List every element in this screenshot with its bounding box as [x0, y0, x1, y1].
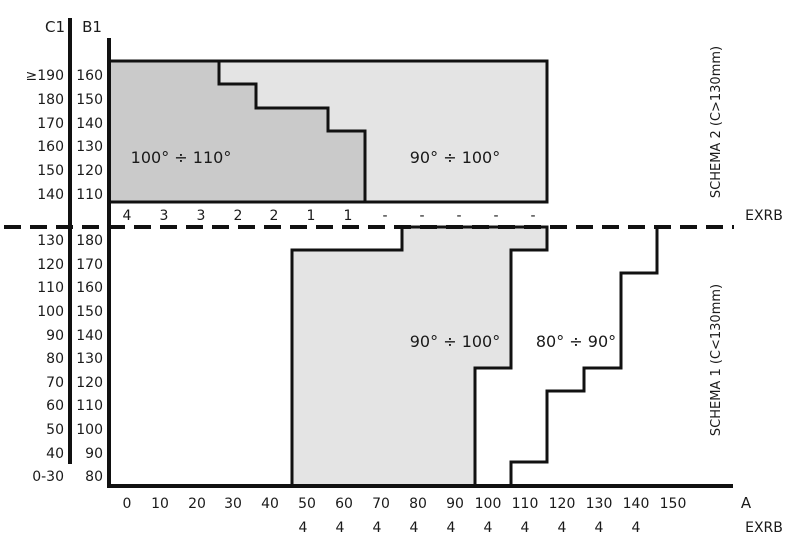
x-tick-label: 40: [261, 496, 279, 512]
x-tick-label: 0: [123, 496, 132, 512]
x-exrb-value: 4: [595, 520, 604, 536]
schema2-b1-label: 130: [76, 139, 103, 155]
schema2-exrb-value: -: [530, 208, 535, 224]
schema2-c1-label: 150: [37, 163, 64, 179]
schema2-c1-label: 140: [37, 187, 64, 203]
schema1-b1-label: 100: [76, 422, 103, 438]
header-c1: C1: [45, 18, 65, 36]
schema2-exrb-value: 1: [344, 208, 353, 224]
x-tick-label: 60: [335, 496, 353, 512]
x-exrb-value: 4: [521, 520, 530, 536]
x-tick-label: 90: [446, 496, 464, 512]
schema1-b1-label: 180: [76, 233, 103, 249]
schema2-b1-label: 150: [76, 92, 103, 108]
header-b1: B1: [82, 18, 102, 36]
schema1-gray-boundary: [290, 225, 549, 486]
x-tick-label: 20: [188, 496, 206, 512]
schema2-label: SCHEMA 2 (C>130mm): [709, 46, 724, 198]
schema2-b1-label: 160: [76, 68, 103, 84]
schema2-exrb-value: -: [419, 208, 424, 224]
x-exrb-value: 4: [373, 520, 382, 536]
schema2-b1-label: 140: [76, 116, 103, 132]
x-exrb-value: 4: [299, 520, 308, 536]
schema1-white-boundary: [509, 227, 659, 486]
x-tick-label: 150: [660, 496, 687, 512]
schema1-c1-label: 100: [37, 304, 64, 320]
x-tick-label: 10: [151, 496, 169, 512]
schema1-c1-label: 0-30: [32, 469, 64, 485]
schema1-c1-label: 50: [46, 422, 64, 438]
schema1-b1-label: 170: [76, 257, 103, 273]
schema2-exrb-value: 2: [234, 208, 243, 224]
schema2-exrb-value: -: [493, 208, 498, 224]
x-exrb-value: 4: [336, 520, 345, 536]
schema1-gray-region: [292, 227, 547, 486]
schema2-chart: 100° ÷ 110° 90° ÷ 100° ≥190 160 180 150 …: [26, 46, 783, 224]
x-exrb-value: 4: [410, 520, 419, 536]
schema1-c1-label: 110: [37, 280, 64, 296]
schema2-exrb-label: EXRB: [745, 208, 783, 224]
schema1-c1-label: 130: [37, 233, 64, 249]
x-exrb-value: 4: [447, 520, 456, 536]
x-tick-label: 100: [475, 496, 502, 512]
schema1-label: SCHEMA 1 (C<130mm): [709, 284, 724, 436]
x-tick-label: 140: [623, 496, 650, 512]
schema1-b1-label: 150: [76, 304, 103, 320]
schema1-c1-label: 60: [46, 398, 64, 414]
x-exrb-value: 4: [558, 520, 567, 536]
schema1-b1-label: 140: [76, 328, 103, 344]
schema1-b1-label: 130: [76, 351, 103, 367]
schema1-b1-label: 80: [85, 469, 103, 485]
schema2-c1-label: 160: [37, 139, 64, 155]
x-exrb-row: 4 4 4 4 4 4 4 4 4 4 EXRB: [299, 520, 783, 536]
schema2-exrb-value: 2: [270, 208, 279, 224]
schema1-b1-label: 110: [76, 398, 103, 414]
x-exrb-value: 4: [484, 520, 493, 536]
schema2-exrb-value: 4: [123, 208, 132, 224]
schema2-c1-label: 180: [37, 92, 64, 108]
schema2-c1-label: ≥190: [26, 68, 64, 84]
schema1-region-gray-label: 90° ÷ 100°: [410, 332, 500, 351]
x-tick-label: 70: [372, 496, 390, 512]
schema1-b1-label: 160: [76, 280, 103, 296]
x-axis-label: A: [741, 494, 752, 512]
x-exrb-value: 4: [632, 520, 641, 536]
schema1-c1-label: 120: [37, 257, 64, 273]
schema2-c1-label: 170: [37, 116, 64, 132]
schema1-c1-label: 80: [46, 351, 64, 367]
schema2-b1-label: 120: [76, 163, 103, 179]
schema2-exrb-value: 3: [197, 208, 206, 224]
schema1-b1-label: 90: [85, 446, 103, 462]
x-axis-ticks: 0 10 20 30 40 50 60 70 80 90 100 110 120…: [123, 494, 752, 512]
schema2-dark-region: [109, 61, 365, 202]
schema1-c1-label: 90: [46, 328, 64, 344]
schema2-region-dark-label: 100° ÷ 110°: [131, 148, 232, 167]
schema2-exrb-value: 1: [307, 208, 316, 224]
x-exrb-label: EXRB: [745, 520, 783, 536]
schema1-b1-label: 120: [76, 375, 103, 391]
x-tick-label: 30: [224, 496, 242, 512]
x-tick-label: 80: [409, 496, 427, 512]
schema2-region-light-label: 90° ÷ 100°: [410, 148, 500, 167]
x-tick-label: 50: [298, 496, 316, 512]
schema2-b1-label: 110: [76, 187, 103, 203]
schema1-c1-label: 70: [46, 375, 64, 391]
schema2-exrb-value: -: [456, 208, 461, 224]
schema2-exrb-value: 3: [160, 208, 169, 224]
schema1-chart: 90° ÷ 100° 80° ÷ 90° 130 180 120 170 110…: [32, 225, 724, 486]
schema2-boundary: [217, 61, 367, 202]
x-tick-label: 110: [512, 496, 539, 512]
schema1-region-white-label: 80° ÷ 90°: [536, 332, 616, 351]
schema2-exrb-value: -: [382, 208, 387, 224]
x-tick-label: 130: [586, 496, 613, 512]
schema1-c1-label: 40: [46, 446, 64, 462]
x-tick-label: 120: [549, 496, 576, 512]
